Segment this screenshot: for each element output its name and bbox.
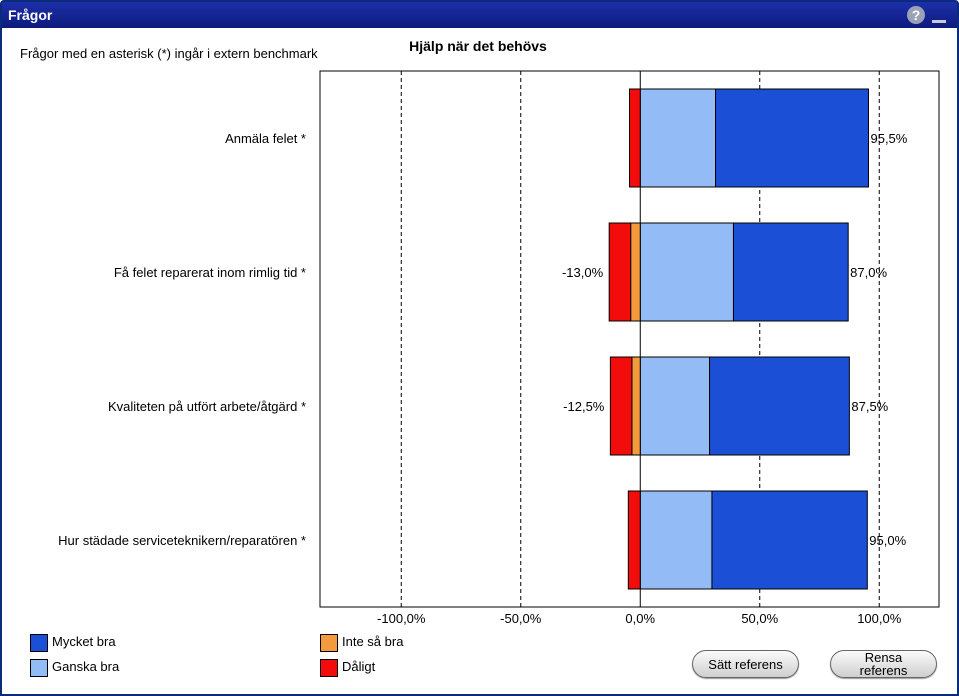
negative-total-label: -13,0% bbox=[562, 265, 604, 280]
legend-label-daligt: Dåligt bbox=[342, 659, 376, 674]
bar-daligt bbox=[627, 490, 641, 590]
x-tick-label: 50,0% bbox=[741, 611, 778, 626]
title-bar: Frågor ? bbox=[2, 2, 957, 28]
plot-area bbox=[319, 70, 940, 608]
legend-label-ganska-bra: Ganska bra bbox=[52, 659, 120, 674]
positive-total-label: 95,5% bbox=[870, 131, 907, 146]
x-tick-label: 0,0% bbox=[625, 611, 655, 626]
legend-swatch-mycket-bra bbox=[30, 634, 48, 652]
x-tick-label: 100,0% bbox=[857, 611, 902, 626]
positive-total-label: 87,5% bbox=[851, 399, 888, 414]
bar-ganska-bra bbox=[639, 490, 713, 590]
positive-total-label: 95,0% bbox=[869, 533, 906, 548]
help-icon[interactable]: ? bbox=[907, 6, 925, 24]
bar-mycket-bra bbox=[709, 356, 850, 456]
category-label: Hur städade serviceteknikern/reparatören… bbox=[58, 533, 306, 548]
bar-mycket-bra bbox=[715, 88, 869, 188]
minimize-icon[interactable] bbox=[932, 20, 946, 23]
category-label: Få felet reparerat inom rimlig tid * bbox=[114, 265, 306, 280]
negative-total-label: -12,5% bbox=[563, 399, 605, 414]
bar-daligt bbox=[608, 222, 632, 322]
x-tick-label: -50,0% bbox=[500, 611, 542, 626]
chart-title: Hjälp när det behövs bbox=[409, 38, 547, 54]
legend-label-mycket-bra: Mycket bra bbox=[52, 634, 116, 649]
window-title: Frågor bbox=[8, 7, 53, 23]
bar-inte-sa-bra bbox=[630, 222, 641, 322]
category-label: Anmäla felet * bbox=[225, 131, 306, 146]
bar-ganska-bra bbox=[639, 88, 717, 188]
clear-reference-button[interactable]: Rensa referens bbox=[830, 650, 937, 678]
benchmark-note: Frågor med en asterisk (*) ingår i exter… bbox=[20, 46, 318, 61]
bar-daligt bbox=[609, 356, 633, 456]
bar-mycket-bra bbox=[711, 490, 868, 590]
legend-swatch-inte-sa-bra bbox=[320, 634, 338, 652]
category-label: Kvaliteten på utfört arbete/åtgärd * bbox=[108, 399, 306, 414]
bar-mycket-bra bbox=[732, 222, 849, 322]
legend-label-inte-sa-bra: Inte så bra bbox=[342, 634, 404, 649]
positive-total-label: 87,0% bbox=[850, 265, 887, 280]
x-tick-label: -100,0% bbox=[377, 611, 426, 626]
legend-swatch-daligt bbox=[320, 659, 338, 677]
bar-daligt bbox=[629, 88, 641, 188]
bar-inte-sa-bra bbox=[631, 356, 641, 456]
bar-ganska-bra bbox=[639, 222, 734, 322]
bar-ganska-bra bbox=[639, 356, 711, 456]
set-reference-button[interactable]: Sätt referens bbox=[692, 650, 799, 678]
legend-swatch-ganska-bra bbox=[30, 659, 48, 677]
